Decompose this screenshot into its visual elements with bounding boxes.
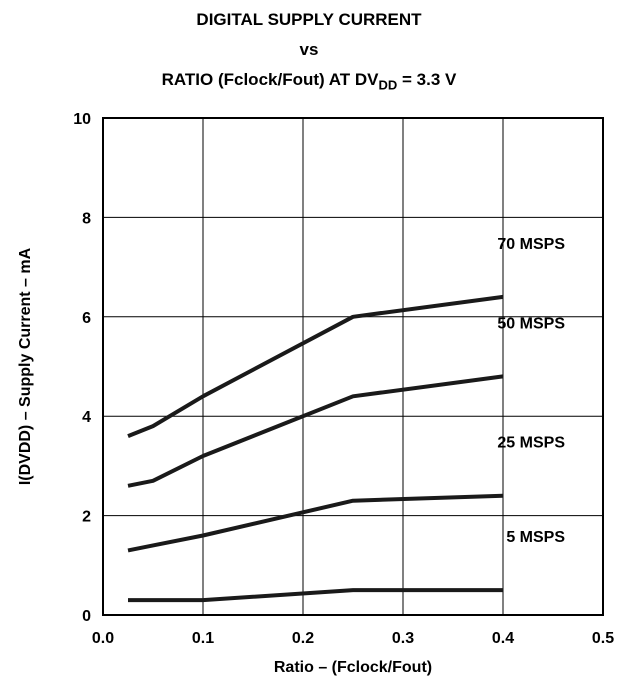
x-tick-label: 0.0 [92,630,114,647]
chart-title-line3-main: RATIO (Fclock/Fout) AT DV [161,70,379,89]
chart-title-line1: DIGITAL SUPPLY CURRENT [196,10,422,29]
x-tick-label: 0.5 [592,630,614,647]
plot-frame [102,117,604,616]
series-line [128,588,503,603]
series-labels: 70 MSPS 50 MSPS 25 MSPS 5 MSPS [497,236,565,546]
y-tick-label: 4 [82,409,91,426]
y-axis-ticks: 0 2 4 6 8 10 [73,111,91,625]
series-label: 5 MSPS [506,529,565,546]
y-tick-label: 8 [82,210,91,227]
x-tick-label: 0.4 [492,630,514,647]
chart-title-line3-tail: = 3.3 V [397,70,457,89]
series-label: 50 MSPS [497,315,565,332]
x-axis-ticks: 0.0 0.1 0.2 0.3 0.4 0.5 [92,630,614,647]
series-line [127,493,504,553]
chart-title-line3-subscript: DD [378,77,398,93]
y-tick-label: 10 [73,111,91,128]
y-axis-label: I(DVDD) – Supply Current – mA [17,247,34,485]
y-tick-label: 6 [82,310,91,327]
y-tick-label: 2 [82,509,91,526]
chart-title-line3: RATIO (Fclock/Fout) AT DVDD = 3.3 V [0,70,618,92]
series-label: 25 MSPS [497,435,565,452]
series-line [127,374,504,488]
x-axis-label: Ratio – (Fclock/Fout) [274,659,432,676]
chart-title-line2: vs [299,40,319,59]
x-tick-label: 0.2 [292,630,314,647]
series-line [127,294,504,438]
grid [103,118,603,615]
y-tick-label: 0 [82,608,91,625]
x-tick-label: 0.1 [192,630,214,647]
series-label: 70 MSPS [497,236,565,253]
series-lines [127,294,504,603]
x-tick-label: 0.3 [392,630,414,647]
